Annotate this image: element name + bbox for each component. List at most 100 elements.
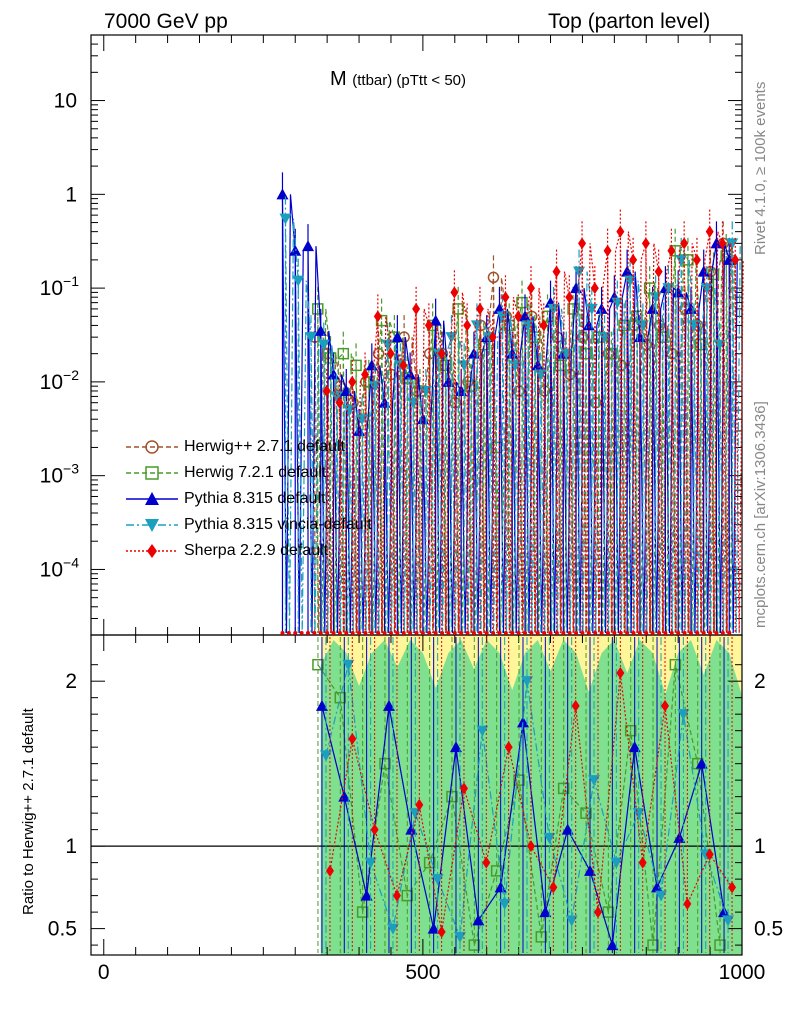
ratio-marker-herwig7 xyxy=(468,939,481,951)
marker-sherpa xyxy=(680,237,689,250)
ratio-marker-sherpa xyxy=(683,897,692,910)
ratio-marker-sherpa xyxy=(504,741,513,754)
x-tick-label: 500 xyxy=(405,961,440,984)
marker-pythia xyxy=(429,314,442,326)
ratio-marker-vincia xyxy=(342,659,355,671)
marker-sherpa xyxy=(616,225,625,238)
ratio-marker-sherpa xyxy=(325,864,334,877)
legend-symbol-pythia xyxy=(126,492,178,505)
marker-pythia xyxy=(391,331,404,343)
floor-marker xyxy=(312,631,317,635)
ratio-marker-herwig7 xyxy=(379,757,391,770)
marker-herwig7 xyxy=(618,319,630,332)
floor-marker xyxy=(657,631,662,635)
marker-herwig7 xyxy=(375,314,388,327)
floor-marker xyxy=(676,631,681,635)
marker-vincia xyxy=(292,275,305,287)
floor-marker xyxy=(306,631,310,635)
ratio-marker-vincia xyxy=(655,890,668,902)
ratio-marker-pythia xyxy=(517,716,529,728)
floor-marker xyxy=(650,631,655,635)
floor-marker xyxy=(682,631,687,635)
ratio-marker-sherpa xyxy=(348,732,357,745)
y-tick-label: 10−1 xyxy=(40,273,80,300)
floor-marker xyxy=(612,631,617,635)
floor-marker xyxy=(465,631,470,635)
floor-marker xyxy=(497,631,502,635)
marker-pythia xyxy=(302,240,314,252)
ratio-marker-sherpa xyxy=(705,848,714,861)
ratio-marker-pythia xyxy=(427,922,440,934)
floor-marker xyxy=(523,631,527,635)
ratio-marker-pythia xyxy=(382,699,395,711)
process-label: Top (parton level) xyxy=(548,10,711,33)
floor-marker xyxy=(695,631,700,635)
ratio-marker-herwig7 xyxy=(312,658,324,671)
ratio-marker-sherpa xyxy=(527,840,535,853)
legend-label-pythia: Pythia 8.315 default xyxy=(184,490,326,507)
ratio-marker-pythia xyxy=(472,914,485,926)
marker-herwig7 xyxy=(324,352,337,364)
floor-marker xyxy=(605,631,610,635)
ratio-marker-pythia xyxy=(405,823,418,835)
floor-marker xyxy=(580,631,585,635)
marker-vincia xyxy=(279,213,292,225)
floor-marker xyxy=(369,631,374,635)
ratio-marker-sherpa xyxy=(392,889,401,902)
series-line-sherpa xyxy=(326,231,744,634)
marker-pythia xyxy=(276,188,289,200)
floor-marker xyxy=(427,631,432,635)
floor-marker xyxy=(714,631,719,635)
marker-sherpa xyxy=(565,291,574,304)
ratio-marker-sherpa xyxy=(661,699,670,712)
floor-marker xyxy=(625,631,630,635)
floor-marker xyxy=(471,631,476,635)
marker-herwigpp xyxy=(487,271,500,284)
marker-pythia xyxy=(672,286,685,298)
marker-sherpa xyxy=(501,291,510,304)
ratio-marker-sherpa xyxy=(459,782,468,795)
ratio-marker-sherpa xyxy=(370,823,379,836)
floor-marker xyxy=(529,631,534,635)
floor-marker xyxy=(395,631,400,635)
energy-label: 7000 GeV pp xyxy=(104,10,228,33)
ratio-marker-pythia xyxy=(561,823,574,835)
marker-pythia xyxy=(365,359,378,371)
marker-herwig7 xyxy=(337,347,350,360)
legend-symbol-herwigpp xyxy=(126,440,178,454)
rivet-version-label: Rivet 4.1.0, ≥ 100k events xyxy=(752,81,769,255)
ratio-marker-herwig7 xyxy=(557,782,570,795)
legend-symbol-vincia xyxy=(126,519,178,532)
x-tick-label: 0 xyxy=(98,961,110,984)
floor-marker xyxy=(516,631,521,635)
floor-marker xyxy=(631,631,636,635)
marker-pythia xyxy=(595,302,608,314)
ratio-marker-pythia xyxy=(651,881,664,893)
ratio-marker-sherpa xyxy=(482,856,491,869)
marker-sherpa xyxy=(667,244,676,257)
floor-marker xyxy=(357,631,362,635)
floor-marker xyxy=(637,631,642,635)
ratio-marker-herwig7 xyxy=(714,939,726,951)
marker-pythia xyxy=(314,324,327,336)
marker-pythia xyxy=(710,237,723,249)
ratio-marker-herwig7 xyxy=(647,939,659,951)
ratio-marker-vincia xyxy=(543,832,556,844)
floor-marker xyxy=(535,631,540,635)
floor-marker xyxy=(344,631,349,635)
floor-marker xyxy=(688,631,693,635)
y-tick-label: 1 xyxy=(65,183,77,206)
floor-marker xyxy=(478,631,483,635)
ratio-marker-vincia xyxy=(610,857,623,869)
marker-vincia xyxy=(726,238,739,250)
marker-vincia xyxy=(305,332,317,344)
plot-title-main: M xyxy=(330,68,347,90)
marker-sherpa xyxy=(488,331,497,344)
floor-marker xyxy=(669,631,674,635)
ratio-marker-vincia xyxy=(386,923,399,935)
marker-sherpa xyxy=(475,302,484,315)
floor-marker xyxy=(567,631,572,635)
floor-marker xyxy=(599,631,604,635)
marker-sherpa xyxy=(527,282,535,295)
